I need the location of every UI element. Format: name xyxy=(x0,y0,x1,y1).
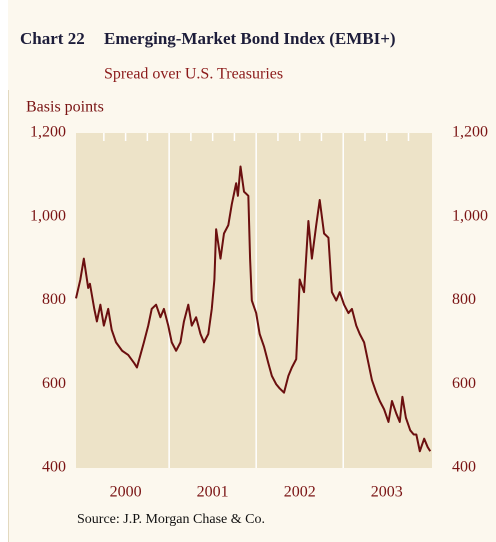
chart-label: Chart 22 xyxy=(20,29,85,48)
y-tick-label: 600 xyxy=(42,375,66,392)
x-tick-label: 2001 xyxy=(197,484,229,501)
y-axis-label: Basis points xyxy=(26,99,104,116)
y2-tick-label: 800 xyxy=(452,291,476,308)
plot-area xyxy=(76,133,432,468)
y2-tick-label: 1,200 xyxy=(452,124,488,141)
y2-tick-label: 400 xyxy=(452,459,476,476)
y-tick-label: 400 xyxy=(42,459,66,476)
y-tick-label: 1,000 xyxy=(30,207,66,224)
x-tick-label: 2003 xyxy=(371,484,403,501)
chart-title: Emerging-Market Bond Index (EMBI+) xyxy=(104,29,396,48)
y2-tick-label: 1,000 xyxy=(452,207,488,224)
y-tick-label: 800 xyxy=(42,291,66,308)
x-tick-label: 2002 xyxy=(284,484,316,501)
chart-subtitle: Spread over U.S. Treasuries xyxy=(104,66,283,83)
series-line xyxy=(75,165,432,453)
y-tick-label: 1,200 xyxy=(30,124,66,141)
source-note: Source: J.P. Morgan Chase & Co. xyxy=(77,512,265,527)
y2-tick-label: 600 xyxy=(452,375,476,392)
x-tick-label: 2000 xyxy=(110,484,142,501)
